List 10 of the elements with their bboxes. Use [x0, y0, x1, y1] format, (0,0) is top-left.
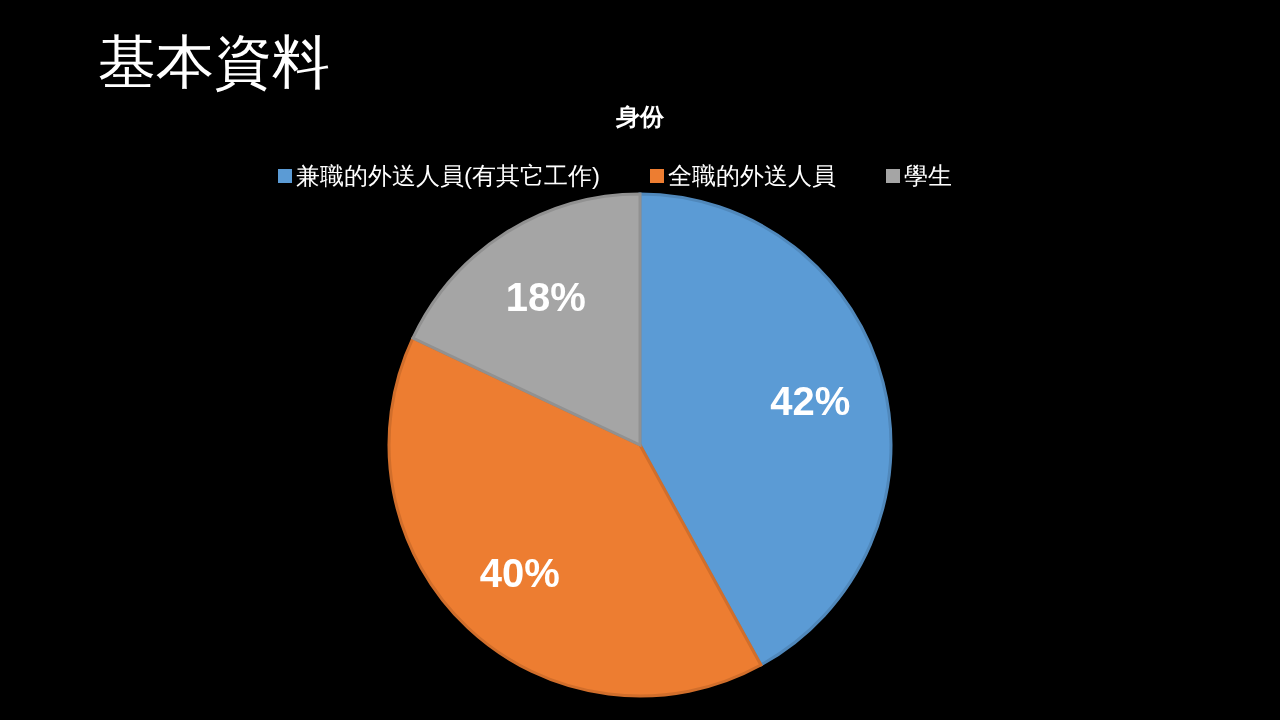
- pie-slice: [388, 336, 763, 698]
- data-label: 18%: [505, 274, 586, 319]
- data-label: 40%: [479, 551, 560, 596]
- legend-label: 學生: [903, 162, 952, 189]
- pie-slice: [411, 192, 642, 447]
- legend-label: 全職的外送人員: [667, 162, 836, 189]
- legend-label: 兼職的外送人員(有其它工作): [296, 162, 600, 189]
- chart-subtitle: 身份: [615, 102, 665, 132]
- chart-title: 基本資料: [98, 28, 330, 96]
- data-label: 42%: [770, 379, 851, 424]
